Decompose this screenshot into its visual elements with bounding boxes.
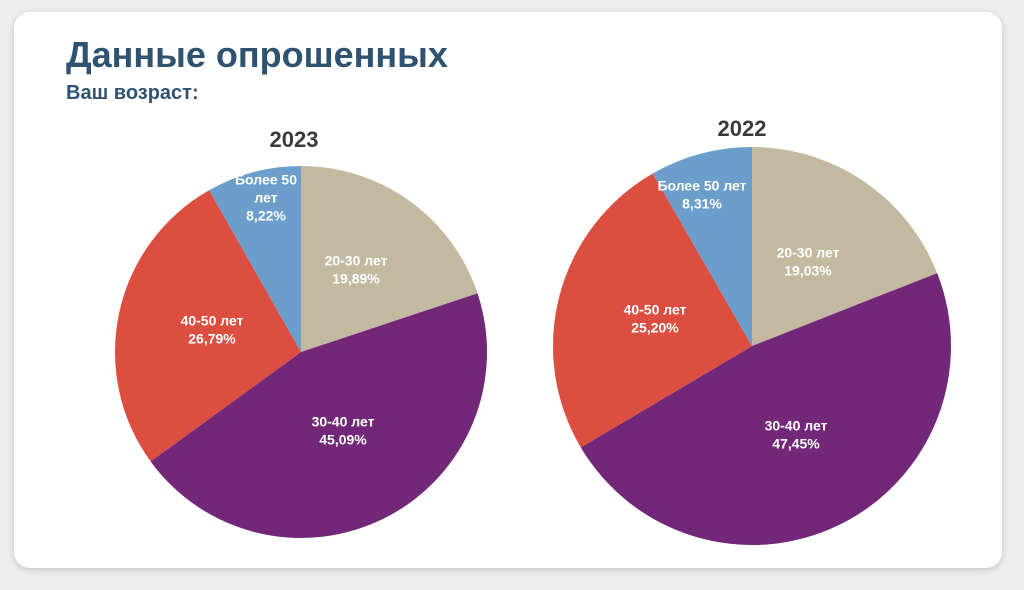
slice-label-2023-4: Более 50 лет 8,22% [235,172,297,224]
slice-label-2023-1: 20-30 лет 19,89% [325,253,388,287]
slice-value-label: 26,79% [188,331,236,347]
pie-slice-2023-1 [301,166,478,352]
slice-value-label: 47,45% [772,436,820,452]
slice-category-label: Более 50 лет [657,178,746,194]
slice-label-2022-2: 30-40 лет 47,45% [765,418,828,452]
slice-label-2022-1: 20-30 лет 19,03% [777,245,840,279]
slice-category-label: 40-50 лет [624,302,687,318]
slice-category-label: 20-30 лет [777,245,840,261]
slice-value-label: 19,89% [332,271,380,287]
pie-slice-2022-4 [652,147,752,346]
page-title: Данные опрошенных [66,34,448,75]
slice-value-label: 19,03% [784,263,832,279]
slice-label-2022-4: Более 50 лет 8,31% [657,178,746,212]
slice-value-label: 25,20% [631,320,679,336]
slice-category-label: лет [254,190,277,206]
slice-category-label: 30-40 лет [765,418,828,434]
slice-value-label: 45,09% [319,432,367,448]
slice-category-label: 20-30 лет [325,253,388,269]
slice-label-2023-2: 30-40 лет 45,09% [312,414,375,448]
slice-label-2023-3: 40-50 лет 26,79% [181,313,244,347]
page-subtitle: Ваш возраст: [66,82,199,104]
slice-value-label: 8,31% [682,196,722,212]
pie-slice-2022-2 [580,273,951,545]
chart-title-2022: 2022 [717,116,767,141]
slice-value-label: 8,22% [246,208,286,224]
pie-slice-2023-3 [114,190,301,462]
slice-category-label: 30-40 лет [312,414,375,430]
pie-slice-2023-4 [209,166,301,352]
pie-slice-2023-2 [150,293,488,538]
pie-slice-2022-3 [553,173,752,448]
pie-slice-2022-1 [752,147,938,346]
slice-category-label: 40-50 лет [181,313,244,329]
slice-category-label: Более 50 [235,172,297,188]
slice-label-2022-3: 40-50 лет 25,20% [624,302,687,336]
chart-title-2023: 2023 [269,127,319,152]
